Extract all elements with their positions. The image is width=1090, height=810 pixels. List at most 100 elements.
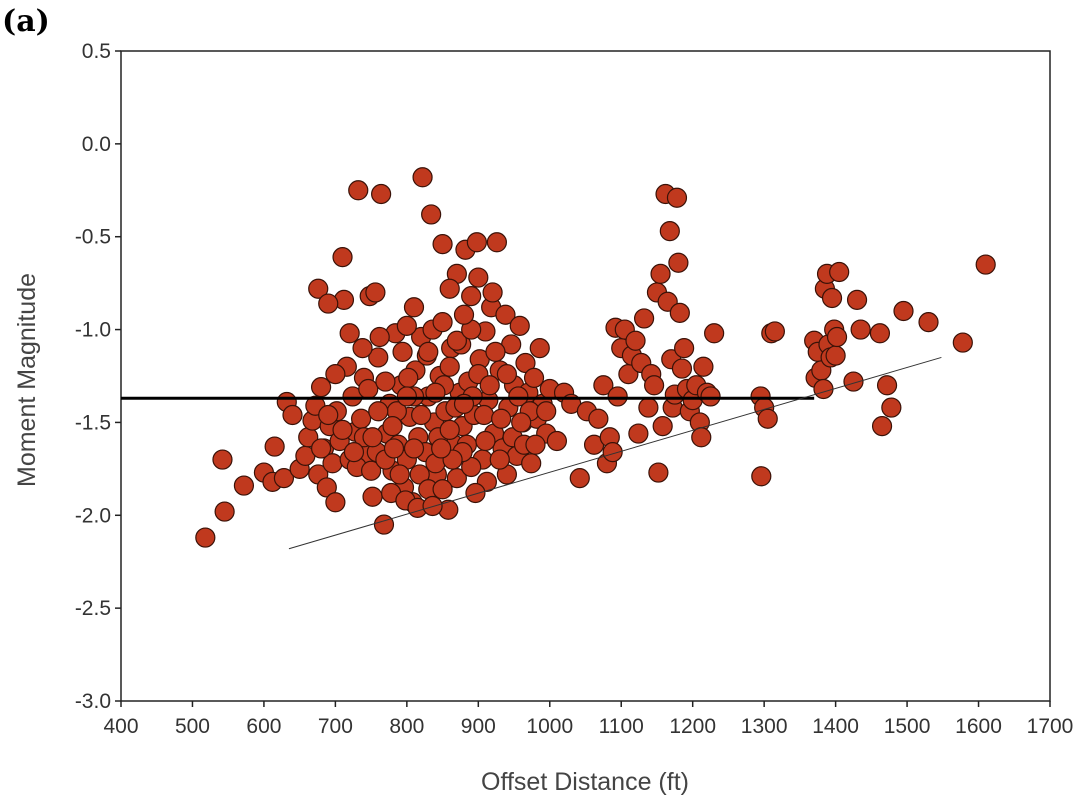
data-point bbox=[850, 319, 871, 340]
data-point bbox=[918, 312, 939, 333]
x-tick-label: 1100 bbox=[599, 715, 644, 738]
data-point bbox=[668, 252, 689, 273]
data-point bbox=[371, 183, 392, 205]
data-point bbox=[362, 486, 383, 507]
data-point bbox=[403, 438, 425, 459]
data-point bbox=[318, 293, 339, 314]
data-point bbox=[282, 404, 303, 426]
data-point bbox=[439, 278, 460, 299]
x-tick-label: 400 bbox=[103, 715, 138, 738]
data-point bbox=[431, 438, 452, 459]
data-point bbox=[389, 464, 410, 485]
data-point bbox=[659, 221, 680, 242]
data-point bbox=[396, 315, 417, 336]
data-point bbox=[515, 352, 536, 374]
data-point bbox=[633, 308, 655, 329]
data-point bbox=[368, 401, 389, 422]
data-point bbox=[491, 408, 512, 429]
data-point bbox=[638, 397, 659, 418]
x-tick-label: 1200 bbox=[669, 715, 716, 738]
data-point bbox=[446, 330, 467, 351]
data-point bbox=[468, 267, 489, 288]
data-point bbox=[325, 492, 346, 513]
data-point bbox=[602, 442, 623, 463]
data-point bbox=[343, 442, 365, 463]
x-tick-label: 1400 bbox=[812, 715, 859, 738]
data-point bbox=[365, 282, 386, 303]
data-point bbox=[392, 341, 413, 362]
data-point bbox=[362, 427, 383, 448]
data-point bbox=[308, 278, 329, 299]
data-point bbox=[332, 247, 353, 268]
data-point bbox=[439, 356, 460, 377]
data-point bbox=[691, 427, 712, 448]
data-point bbox=[332, 419, 353, 440]
data-point bbox=[473, 404, 495, 426]
data-point bbox=[432, 312, 453, 333]
data-point bbox=[383, 438, 405, 459]
y-tick-label: -1.5 bbox=[75, 411, 111, 434]
data-point bbox=[264, 436, 285, 457]
data-point bbox=[495, 304, 516, 325]
reference-lines bbox=[121, 356, 942, 550]
data-point bbox=[396, 386, 417, 407]
plot-frame bbox=[120, 50, 1051, 702]
data-point bbox=[461, 286, 482, 307]
data-point bbox=[212, 449, 233, 470]
data-point bbox=[486, 232, 507, 253]
data-point bbox=[316, 477, 337, 498]
data-point bbox=[439, 419, 460, 440]
data-point bbox=[339, 323, 360, 344]
data-point bbox=[704, 323, 725, 344]
data-point bbox=[525, 434, 546, 455]
x-axis-title: Offset Distance (ft) bbox=[481, 768, 689, 796]
y-tick-label: -3.0 bbox=[75, 690, 111, 713]
data-point bbox=[479, 375, 500, 396]
x-axis: 400 500 600 700 800 900 1000 1100 1200 1300 1400 15… bbox=[103, 701, 1073, 738]
x-tick-label: 1700 bbox=[1027, 715, 1074, 738]
data-point bbox=[461, 456, 482, 478]
x-tick-label: 900 bbox=[461, 715, 496, 738]
data-point bbox=[351, 408, 372, 429]
data-point bbox=[521, 453, 542, 474]
data-point bbox=[648, 462, 669, 483]
data-point bbox=[509, 315, 530, 336]
y-axis: 0.5 0.0 -0.5 -1.0 -1.5 -2.0 -2.5 -3.0 bbox=[75, 40, 121, 713]
data-point bbox=[876, 375, 898, 396]
data-point bbox=[485, 341, 506, 362]
data-point bbox=[432, 479, 453, 500]
x-tick-label: 1600 bbox=[955, 715, 1002, 738]
data-point bbox=[214, 501, 235, 522]
data-point bbox=[644, 375, 665, 396]
trend-line bbox=[288, 356, 942, 550]
data-point bbox=[403, 297, 425, 318]
y-tick-label: -2.0 bbox=[75, 504, 111, 527]
data-point bbox=[409, 464, 430, 485]
data-point bbox=[511, 412, 532, 433]
data-point bbox=[666, 187, 688, 208]
x-tick-label: 800 bbox=[389, 715, 424, 738]
data-point bbox=[489, 449, 510, 470]
data-point bbox=[273, 468, 295, 489]
data-point bbox=[871, 416, 893, 437]
data-point bbox=[650, 263, 671, 284]
data-point bbox=[869, 323, 891, 344]
data-point bbox=[881, 397, 902, 418]
data-point bbox=[482, 282, 503, 303]
data-point bbox=[674, 338, 695, 359]
x-tick-label: 1300 bbox=[741, 715, 788, 738]
data-point bbox=[318, 404, 339, 426]
data-point bbox=[628, 423, 649, 444]
y-tick-label: 0.0 bbox=[82, 133, 111, 156]
data-point bbox=[607, 386, 628, 407]
data-point bbox=[233, 475, 255, 496]
data-point bbox=[764, 321, 785, 342]
data-point bbox=[821, 287, 843, 309]
data-point bbox=[411, 404, 432, 426]
data-point bbox=[536, 401, 557, 422]
data-point bbox=[325, 364, 346, 385]
data-point bbox=[195, 527, 216, 548]
data-point bbox=[671, 358, 693, 379]
data-point bbox=[843, 371, 864, 392]
